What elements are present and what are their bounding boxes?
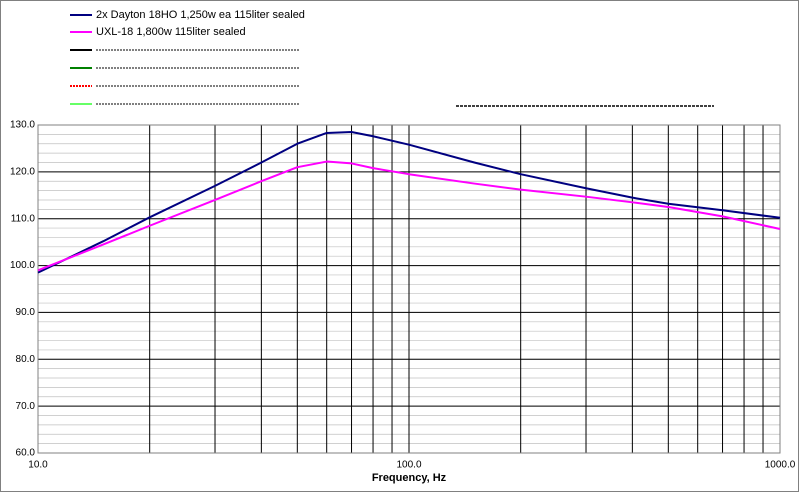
y-tick-label: 120.0 <box>10 166 35 177</box>
y-tick-label: 130.0 <box>10 120 35 131</box>
x-tick-label: 10.0 <box>28 460 48 471</box>
empty-legend-entries <box>70 49 714 107</box>
plot-border <box>37 124 781 454</box>
x-axis-label: Frequency, Hz <box>372 472 447 484</box>
series-line <box>37 131 781 274</box>
y-tick-label: 90.0 <box>16 307 36 318</box>
y-tick-label: 70.0 <box>16 401 36 412</box>
x-tick-label: 100.0 <box>396 460 421 471</box>
y-tick-label: 80.0 <box>16 354 36 365</box>
legend-label: 2x Dayton 18HO 1,250w ea 115liter sealed <box>96 9 305 21</box>
x-tick-label: 1000.0 <box>765 460 796 471</box>
y-tick-label: 60.0 <box>16 448 36 459</box>
legend-label: UXL-18 1,800w 115liter sealed <box>96 26 246 38</box>
y-tick-label: 110.0 <box>11 213 36 224</box>
y-tick-label: 100.0 <box>10 260 35 271</box>
series-line <box>37 160 781 272</box>
